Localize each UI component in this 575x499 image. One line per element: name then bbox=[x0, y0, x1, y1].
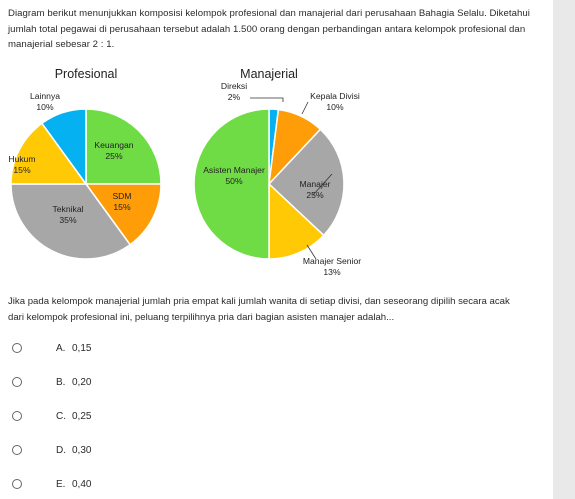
radio-icon[interactable] bbox=[12, 445, 22, 455]
leader-line bbox=[306, 244, 317, 260]
scrollbar-track[interactable] bbox=[553, 0, 575, 499]
option-letter: C. bbox=[56, 410, 66, 422]
intro-text: Diagram berikut menunjukkan komposisi ke… bbox=[8, 6, 543, 53]
pie-slice-sdm bbox=[84, 183, 162, 246]
option-a[interactable]: A. 0,15 bbox=[12, 340, 91, 356]
pie-slice-teknikal bbox=[10, 183, 132, 260]
slice-label: SDM 15% bbox=[112, 191, 131, 212]
radio-icon[interactable] bbox=[12, 343, 22, 353]
leader-line bbox=[312, 173, 333, 196]
question-line: Jika pada kelompok manajerial jumlah pri… bbox=[8, 296, 510, 307]
option-value: 0,15 bbox=[72, 342, 92, 354]
pie-slice-manajer-senior bbox=[268, 182, 325, 260]
question-text: Jika pada kelompok manajerial jumlah pri… bbox=[8, 294, 543, 325]
option-e[interactable]: E. 0,40 bbox=[12, 476, 91, 492]
intro-line: manajerial sebesar 2 : 1. bbox=[8, 39, 115, 50]
radio-icon[interactable] bbox=[12, 479, 22, 489]
option-letter: D. bbox=[56, 444, 66, 456]
slice-label: Asisten Manajer 50% bbox=[203, 165, 265, 186]
slice-label: Direksi 2% bbox=[221, 81, 247, 102]
pie-charts: Profesional Manajerial Keuangan 25% SDM 15%… bbox=[8, 67, 361, 277]
radio-icon[interactable] bbox=[12, 411, 22, 421]
pie-slice-keuangan bbox=[85, 108, 162, 185]
leader-line bbox=[250, 97, 284, 102]
pie-slice-manajer bbox=[267, 128, 345, 237]
option-value: 0,20 bbox=[72, 376, 92, 388]
pie-slice-hukum bbox=[10, 122, 88, 185]
chart-title-profesional: Profesional bbox=[55, 67, 118, 81]
option-c[interactable]: C. 0,25 bbox=[12, 408, 91, 424]
option-letter: E. bbox=[56, 478, 66, 490]
slice-label: Hukum 15% bbox=[8, 154, 35, 175]
option-d[interactable]: D. 0,30 bbox=[12, 442, 91, 458]
slice-label: Keuangan 25% bbox=[94, 140, 133, 161]
option-b[interactable]: B. 0,20 bbox=[12, 374, 91, 390]
slice-label: Manajer Senior 13% bbox=[303, 256, 361, 277]
intro-line: jumlah total pegawai di perusahaan terse… bbox=[8, 23, 526, 35]
option-letter: A. bbox=[56, 342, 66, 354]
slice-label: Manajer 25% bbox=[299, 179, 330, 200]
option-value: 0,40 bbox=[72, 478, 92, 490]
pie-slice-lainnya bbox=[40, 108, 87, 187]
pie-slice-asisten-manajer bbox=[193, 108, 270, 260]
slice-label: Kepala Divisi 10% bbox=[310, 91, 360, 112]
chart-title-manajerial: Manajerial bbox=[240, 67, 298, 81]
slice-label: Teknikal 35% bbox=[52, 204, 83, 225]
leader-line bbox=[301, 101, 309, 115]
option-letter: B. bbox=[56, 376, 66, 388]
intro-line: Diagram berikut menunjukkan komposisi ke… bbox=[8, 8, 530, 19]
question-line: dari kelompok profesional ini, peluang t… bbox=[8, 311, 395, 323]
slice-label: Lainnya 10% bbox=[30, 91, 60, 112]
option-value: 0,25 bbox=[72, 410, 92, 422]
option-value: 0,30 bbox=[72, 444, 92, 456]
radio-icon[interactable] bbox=[12, 377, 22, 387]
